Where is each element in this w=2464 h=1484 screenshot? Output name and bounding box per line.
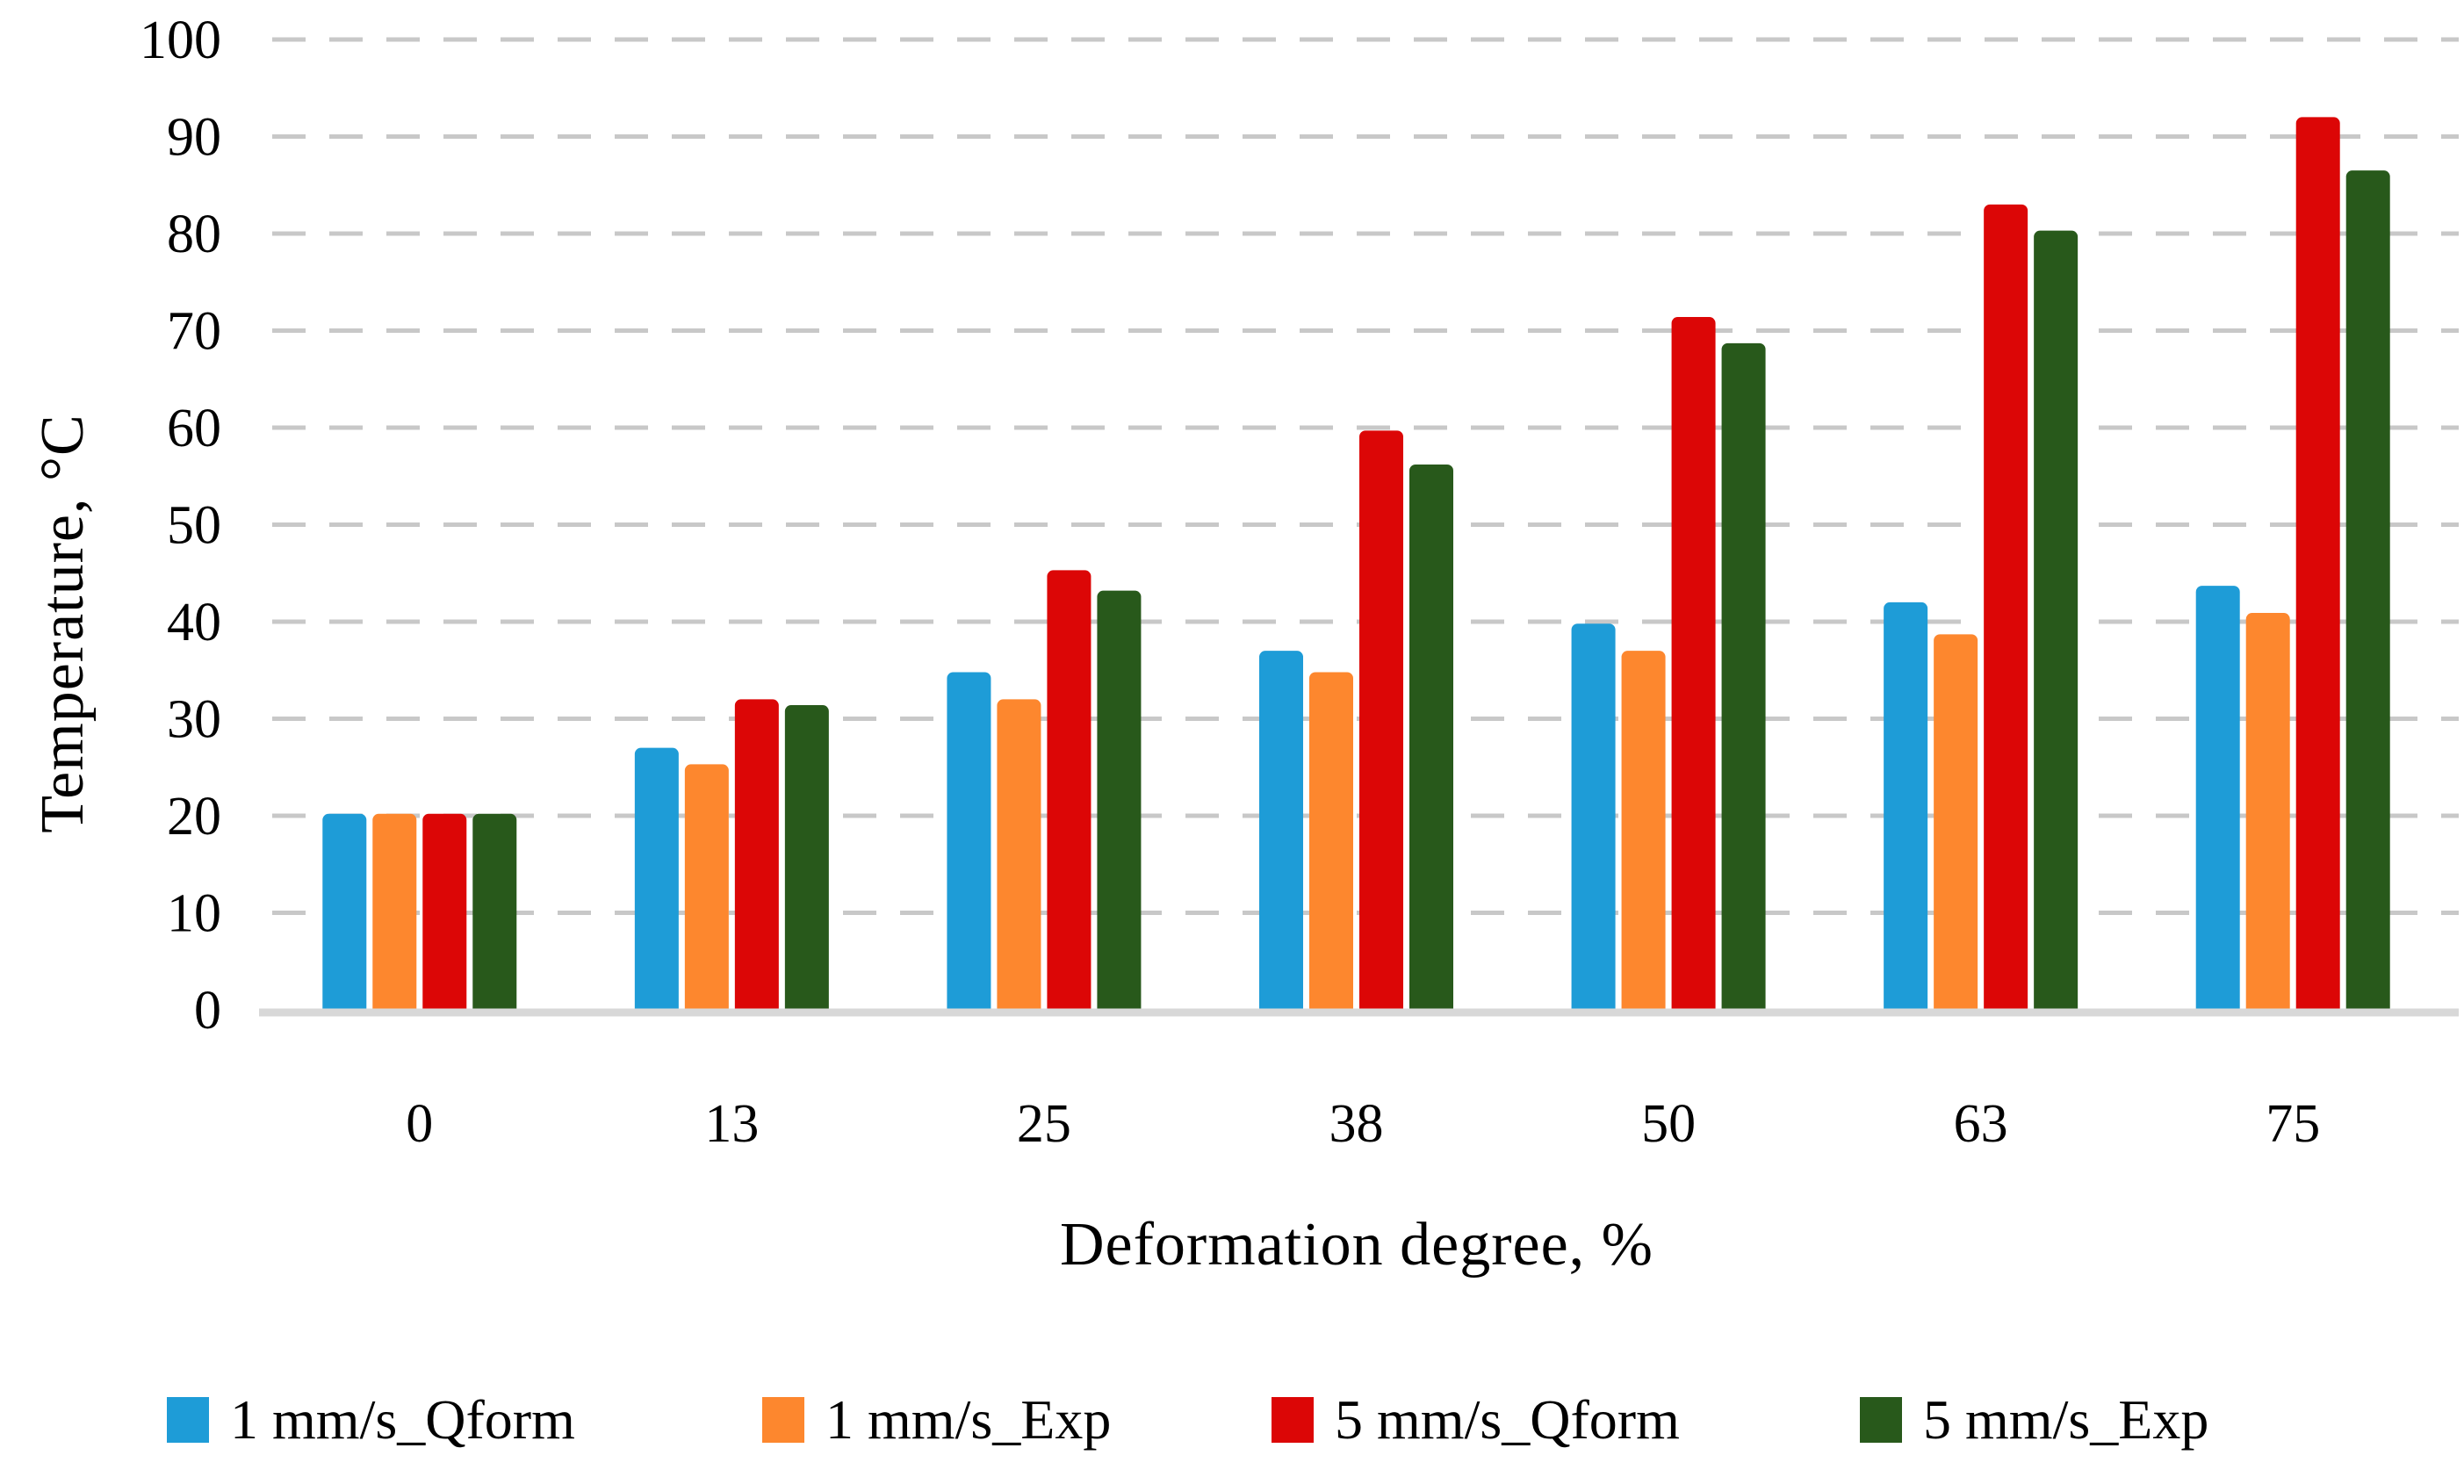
legend-label: 5 mm/s_Qform <box>1335 1388 1680 1451</box>
bar-1 mm/s_Qform <box>1259 651 1303 1015</box>
legend-item: 5 mm/s_Exp <box>1860 1380 2208 1459</box>
bar-5 mm/s_Qform <box>1359 430 1403 1015</box>
legend-swatch-blue <box>167 1397 209 1443</box>
legend-item: 5 mm/s_Qform <box>1272 1380 1680 1459</box>
y-tick-label: 80 <box>167 205 221 264</box>
y-tick-label: 50 <box>167 496 221 556</box>
x-tick-label: 63 <box>1954 1094 2008 1154</box>
bar-1 mm/s_Qform <box>634 747 679 1015</box>
bar-1 mm/s_Qform <box>1571 623 1616 1015</box>
bar-5 mm/s_Qform <box>734 699 779 1015</box>
bar-5 mm/s_Qform <box>422 813 467 1015</box>
bar-5 mm/s_Exp <box>1409 464 1453 1015</box>
legend-label: 5 mm/s_Exp <box>1923 1388 2209 1451</box>
legend-swatch-green <box>1860 1397 1902 1443</box>
bar-5 mm/s_Qform <box>1671 317 1716 1015</box>
bar-1 mm/s_Qform <box>2195 586 2240 1015</box>
bar-5 mm/s_Qform <box>2295 117 2340 1015</box>
x-tick-label: 0 <box>406 1094 433 1154</box>
legend-swatch-red <box>1272 1397 1314 1443</box>
bar-1 mm/s_Exp <box>2245 613 2290 1015</box>
legend-label: 1 mm/s_Qform <box>230 1388 575 1451</box>
bar-5 mm/s_Exp <box>2034 230 2079 1015</box>
bar-5 mm/s_Exp <box>1721 342 1766 1015</box>
bar-1 mm/s_Exp <box>684 764 729 1015</box>
x-tick-label: 75 <box>2266 1094 2320 1154</box>
bar-1 mm/s_Exp <box>1621 651 1666 1015</box>
legend-swatch-orange <box>762 1397 804 1443</box>
x-tick-label: 13 <box>704 1094 759 1154</box>
bar-5 mm/s_Exp <box>472 813 517 1015</box>
y-tick-label: 70 <box>167 302 221 362</box>
legend-label: 1 mm/s_Exp <box>825 1388 1112 1451</box>
x-tick-label: 38 <box>1329 1094 1384 1154</box>
legend-item: 1 mm/s_Exp <box>762 1380 1111 1459</box>
y-axis-title: Temperature, °C <box>29 414 97 833</box>
x-tick-label: 50 <box>1641 1094 1696 1154</box>
y-tick-label: 60 <box>167 399 221 458</box>
bar-5 mm/s_Exp <box>1097 590 1142 1015</box>
bar-1 mm/s_Exp <box>1309 672 1353 1015</box>
legend-item: 1 mm/s_Qform <box>167 1380 575 1459</box>
bar-5 mm/s_Exp <box>784 705 829 1015</box>
y-tick-label: 100 <box>140 11 221 70</box>
bar-1 mm/s_Exp <box>997 699 1041 1015</box>
bar-1 mm/s_Exp <box>1934 634 1978 1015</box>
x-tick-label: 25 <box>1017 1094 1071 1154</box>
y-tick-label: 10 <box>167 884 221 944</box>
bar-5 mm/s_Exp <box>2345 170 2390 1016</box>
legend: 1 mm/s_Qform 1 mm/s_Exp 5 mm/s_Qform 5 m… <box>0 1380 2464 1459</box>
bar-1 mm/s_Qform <box>1884 602 1928 1015</box>
bar-1 mm/s_Qform <box>947 672 991 1015</box>
bar-5 mm/s_Qform <box>1984 204 2028 1016</box>
bar-1 mm/s_Qform <box>322 813 367 1015</box>
bar-5 mm/s_Qform <box>1047 570 1092 1015</box>
y-tick-label: 40 <box>167 593 221 652</box>
y-tick-label: 20 <box>167 787 221 846</box>
y-tick-label: 30 <box>167 690 221 750</box>
y-tick-label: 90 <box>167 108 221 168</box>
bar-1 mm/s_Exp <box>372 813 417 1015</box>
y-tick-label: 0 <box>194 981 221 1041</box>
x-axis-title: Deformation degree, % <box>1060 1211 1653 1279</box>
